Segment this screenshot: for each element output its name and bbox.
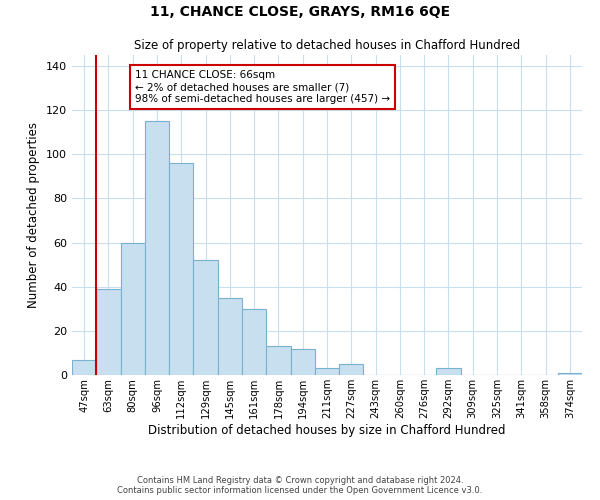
- Text: Contains HM Land Registry data © Crown copyright and database right 2024.
Contai: Contains HM Land Registry data © Crown c…: [118, 476, 482, 495]
- Bar: [193, 260, 218, 375]
- Bar: [315, 368, 339, 375]
- Bar: [436, 368, 461, 375]
- Bar: [339, 364, 364, 375]
- Bar: [218, 298, 242, 375]
- Title: Size of property relative to detached houses in Chafford Hundred: Size of property relative to detached ho…: [134, 40, 520, 52]
- Bar: [145, 121, 169, 375]
- Bar: [96, 289, 121, 375]
- Bar: [121, 242, 145, 375]
- X-axis label: Distribution of detached houses by size in Chafford Hundred: Distribution of detached houses by size …: [148, 424, 506, 436]
- Bar: [290, 348, 315, 375]
- Bar: [266, 346, 290, 375]
- Y-axis label: Number of detached properties: Number of detached properties: [28, 122, 40, 308]
- Text: 11, CHANCE CLOSE, GRAYS, RM16 6QE: 11, CHANCE CLOSE, GRAYS, RM16 6QE: [150, 5, 450, 19]
- Bar: [242, 309, 266, 375]
- Bar: [169, 163, 193, 375]
- Bar: [558, 373, 582, 375]
- Text: 11 CHANCE CLOSE: 66sqm
← 2% of detached houses are smaller (7)
98% of semi-detac: 11 CHANCE CLOSE: 66sqm ← 2% of detached …: [135, 70, 390, 104]
- Bar: [72, 360, 96, 375]
